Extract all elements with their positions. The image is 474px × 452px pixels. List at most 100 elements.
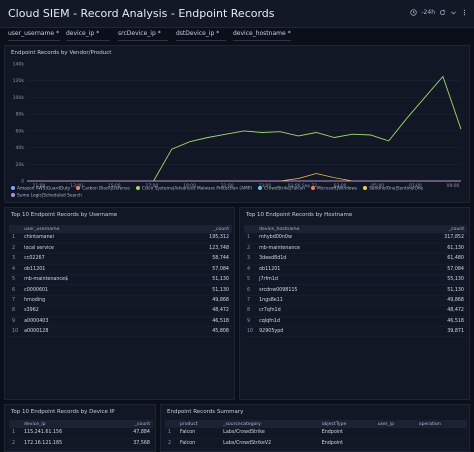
filter-dstdevice-ip[interactable]: dstDevice_ip * [176, 30, 226, 41]
table-row[interactable]: 1 115.241.61.156 47,884 [9, 428, 153, 439]
legend-swatch [311, 186, 315, 190]
table-row[interactable]: 8 cr7qfn1d 48,472 [244, 305, 467, 317]
column-header[interactable]: device_ip [21, 420, 109, 428]
legend-item[interactable]: Amazon AWS|GuardDuty [11, 186, 70, 192]
chevron-down-icon[interactable] [450, 9, 457, 16]
column-header[interactable]: product [177, 420, 221, 428]
table-cell: 92905ypd [256, 326, 393, 338]
top-users-table: user_username _count 1 chintamanei 195,312… [9, 225, 232, 338]
table-row[interactable]: 2 mb-maintenance 61,130 [244, 243, 467, 255]
y-tick-label: 40k [15, 145, 24, 151]
table-row[interactable]: 7 hmoding 49,868 [9, 295, 232, 307]
column-header[interactable]: _count [160, 225, 232, 233]
table-cell: 3deed8d1d [256, 253, 393, 265]
top-hosts-table: device_hostname _count 1 mhybd00n0w 317,85… [244, 225, 467, 338]
table-row[interactable]: 3 cc02267 58,744 [9, 253, 232, 265]
filter-bar: user_username * device_ip * srcDevice_ip * … [0, 28, 474, 44]
table-row[interactable]: 10 92905ypd 39,871 [244, 326, 467, 338]
table-cell: 55,130 [392, 274, 467, 286]
table-row[interactable]: 1 mhybd00n0w 317,852 [244, 233, 467, 244]
column-header[interactable]: user_username [21, 225, 161, 233]
table-row[interactable]: 7 1ngs8e11 49,868 [244, 295, 467, 307]
table-cell: cqlqfn1d [256, 316, 393, 328]
table-cell: Labs/CrowdStrike [220, 428, 319, 439]
column-header[interactable]: operation [415, 420, 467, 428]
table-row[interactable]: 8 s3962 48,472 [9, 305, 232, 317]
table-row[interactable]: 5 j7rfm1d 55,130 [244, 274, 467, 286]
table-row[interactable]: 1 Falcon Labs/CrowdStrike Endpoint [165, 428, 467, 439]
row-index: 6 [244, 284, 257, 296]
legend-swatch [11, 186, 15, 190]
table-row[interactable]: 6 c0000601 51,130 [9, 284, 232, 296]
legend-item[interactable]: Sumo Logic|Scheduled Search [11, 192, 82, 198]
column-header[interactable]: _count [392, 225, 467, 233]
row-index: 10 [244, 326, 257, 338]
table-cell: ob11201 [256, 264, 393, 276]
table-row[interactable]: 1 chintamanei 195,312 [9, 233, 232, 244]
table-row[interactable]: 9 cqlqfn1d 46,518 [244, 316, 467, 328]
legend-item[interactable]: Cisco Systems|Advanced Malware Protectio… [135, 186, 252, 192]
row-index: 8 [244, 305, 257, 317]
x-tick-label: 11:00 [33, 183, 46, 189]
row-index: 4 [244, 264, 257, 276]
clock-icon[interactable] [410, 9, 418, 16]
table-cell: 195,312 [160, 233, 232, 244]
filter-device-hostname[interactable]: device_hostname * [233, 30, 291, 41]
table-row[interactable]: 2 Falcon Labs/CrowdStrikeV2 Endpoint [165, 438, 467, 450]
table-row[interactable]: 10 a0000128 45,808 [9, 326, 232, 338]
table-cell: 115.241.61.156 [21, 428, 109, 439]
filter-srcdevice-ip[interactable]: srcDevice_ip * [118, 30, 168, 41]
column-header[interactable]: user_ip [374, 420, 416, 428]
column-header[interactable]: _sourcecategory [220, 420, 319, 428]
table-cell [374, 428, 416, 439]
row-index: 2 [244, 243, 257, 255]
table-cell: 58,744 [160, 253, 232, 265]
panel-title: Top 10 Endpoint Records by Device IP [11, 409, 115, 415]
filter-user-username[interactable]: user_username * [8, 30, 60, 41]
legend-label: Microsoft|Windows [317, 186, 358, 192]
vendor-chart-panel: Endpoint Records by Vendor/Product 140k 1… [4, 45, 470, 203]
table-cell: 51,130 [160, 274, 232, 286]
dashboard-title: Cloud SIEM - Record Analysis - Endpoint … [8, 7, 275, 20]
x-tick-label: 07:00 [409, 183, 422, 189]
more-icon[interactable] [461, 9, 468, 16]
table-row[interactable]: 9 a0000403 46,518 [9, 316, 232, 328]
top-ips-table: device_ip _count 1 115.241.61.156 47,884 2 1… [9, 420, 153, 450]
table-row[interactable]: 4 ob11201 57,084 [9, 264, 232, 276]
legend-item[interactable]: CrowdStrike|Falcon [258, 186, 305, 192]
table-cell [415, 438, 467, 450]
table-row[interactable]: 2 local service 123,748 [9, 243, 232, 255]
row-index: 4 [9, 264, 22, 276]
table-cell: Endpoint [318, 428, 375, 439]
legend-label: Sumo Logic|Scheduled Search [17, 193, 82, 198]
header-controls: -24h [410, 9, 468, 16]
table-row[interactable]: 2 172.16.121.185 37,568 [9, 438, 153, 450]
table-row[interactable]: 6 srcdnw0098115 51,130 [244, 284, 467, 296]
top-ips-panel: Top 10 Endpoint Records by Device IP dev… [4, 404, 156, 452]
table-cell: mhybd00n0w [256, 233, 393, 244]
table-cell: 46,518 [160, 316, 232, 328]
column-header[interactable]: objectType [318, 420, 375, 428]
row-index: 6 [9, 284, 22, 296]
table-cell: hmoding [21, 295, 161, 307]
refresh-icon[interactable] [439, 9, 446, 16]
panel-title: Top 10 Endpoint Records by Hostname [246, 212, 353, 218]
table-row[interactable]: 5 mb-maintenance$ 51,130 [9, 274, 232, 286]
summary-table: product _sourcecategory objectType user_… [165, 420, 467, 450]
table-row[interactable]: 3 3deed8d1d 61,480 [244, 253, 467, 265]
table-cell: j7rfm1d [256, 274, 393, 286]
table-cell: 123,748 [160, 243, 232, 255]
column-header[interactable]: device_hostname [256, 225, 393, 233]
table-cell: 47,884 [108, 428, 153, 439]
column-header[interactable]: _count [108, 420, 153, 428]
table-row[interactable]: 4 ob11201 57,084 [244, 264, 467, 276]
table-cell: 57,084 [160, 264, 232, 276]
legend-item[interactable]: Carbon Black|Defense [76, 186, 130, 192]
filter-device-ip[interactable]: device_ip * [66, 30, 110, 41]
row-index: 1 [244, 233, 257, 244]
legend-item[interactable]: Microsoft|Windows [311, 186, 357, 192]
time-range[interactable]: -24h [421, 9, 435, 16]
legend-item[interactable]: SentinelOne|SentinelOne [363, 186, 423, 192]
table-cell: 61,480 [392, 253, 467, 265]
row-index: 8 [9, 305, 22, 317]
